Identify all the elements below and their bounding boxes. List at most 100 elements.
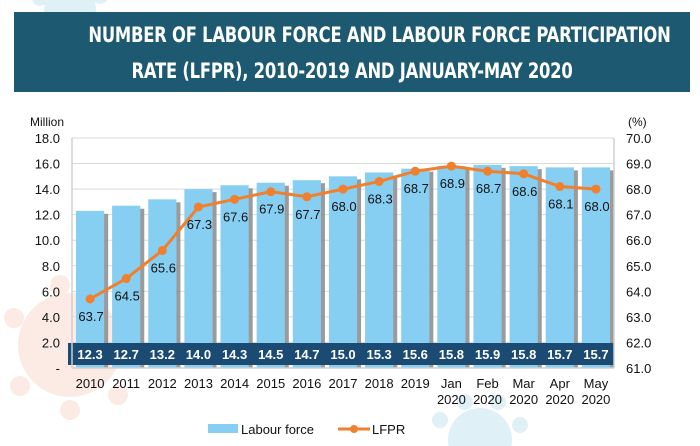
bar-value-label: 15.7 — [583, 347, 608, 362]
bar-value-label: 15.9 — [475, 347, 500, 362]
value-band-background — [68, 343, 614, 365]
y-right-tick-label: 62.0 — [626, 335, 651, 350]
y-right-tick-label: 69.0 — [626, 157, 651, 172]
bar — [473, 164, 502, 368]
bar — [581, 167, 611, 368]
bar-value-label: 14.5 — [258, 347, 283, 362]
bar-value-label: 15.0 — [330, 347, 355, 362]
x-tick-label: Feb — [476, 376, 498, 391]
line-series-lfpr: 63.7 64.5 65.6 67.3 67.6 67.9 67.7 68.0 68.3 68.7… — [78, 161, 610, 324]
y-left-tick-label: 14.0 — [35, 182, 60, 197]
title-line-2: RATE (LFPR), 2010-2019 AND JANUARY-MAY 2… — [131, 59, 573, 83]
y-left-tick-label: 8.0 — [42, 259, 60, 274]
y-axis-left-label: Million — [30, 115, 64, 129]
lfpr-marker — [591, 184, 601, 194]
y-right-tick-label: 67.0 — [626, 208, 651, 223]
bar-value-label: 14.3 — [222, 347, 247, 362]
x-tick-label: Mar — [512, 376, 535, 391]
y-left-tick-label: 16.0 — [35, 157, 60, 172]
lfpr-marker — [374, 176, 384, 186]
legend: Labour force LFPR — [208, 422, 405, 437]
x-tick-label: 2015 — [256, 376, 285, 391]
bar — [112, 205, 141, 368]
x-tick-label: 2020 — [581, 392, 610, 407]
bar-value-label: 15.6 — [403, 347, 428, 362]
y-right-tick-label: 64.0 — [626, 284, 651, 299]
y-left-tick-label: 4.0 — [42, 310, 60, 325]
bar-series-labour-force — [75, 164, 615, 368]
lfpr-marker — [85, 294, 95, 304]
lfpr-marker — [193, 202, 203, 212]
bar — [148, 199, 177, 368]
y-right-tick-label: 70.0 — [626, 131, 651, 146]
lfpr-value-label: 68.7 — [404, 181, 429, 196]
y-right-tick-label: 65.0 — [626, 259, 651, 274]
lfpr-value-label: 63.7 — [78, 309, 103, 324]
lfpr-value-label: 67.3 — [187, 217, 212, 232]
y-left-tick-label: 6.0 — [42, 284, 60, 299]
x-tick-label: 2020 — [473, 392, 502, 407]
lfpr-marker — [157, 245, 167, 255]
bar-value-label: 15.3 — [366, 347, 391, 362]
bar — [437, 166, 466, 368]
lfpr-value-label: 68.0 — [584, 199, 609, 214]
lfpr-value-label: 68.3 — [367, 191, 392, 206]
x-tick-label: May — [584, 376, 609, 391]
bar — [545, 167, 574, 368]
bar — [509, 166, 538, 368]
x-tick-label: 2016 — [292, 376, 321, 391]
x-tick-label: 2010 — [76, 376, 105, 391]
lfpr-value-label: 68.9 — [440, 176, 465, 191]
y-right-tick-label: 68.0 — [626, 182, 651, 197]
y-left-tick-label: 10.0 — [35, 233, 60, 248]
bar-value-label: 15.8 — [511, 347, 536, 362]
lfpr-marker — [410, 166, 420, 176]
bar — [328, 176, 358, 368]
legend-label-labour-force: Labour force — [241, 422, 314, 437]
x-tick-label: 2013 — [184, 376, 213, 391]
y-left-tick-label: - — [56, 361, 60, 376]
lfpr-value-label: 68.7 — [476, 181, 501, 196]
lfpr-marker — [302, 192, 312, 202]
value-band: 12.3 12.7 13.2 14.0 14.3 14.5 14.7 15.0 15.3 15.6… — [68, 343, 614, 365]
y-left-tick-label: 2.0 — [42, 335, 60, 350]
y-right-tick-label: 63.0 — [626, 310, 651, 325]
bar-value-label: 12.3 — [77, 347, 102, 362]
title-line-1: NUMBER OF LABOUR FORCE AND LABOUR FORCE … — [88, 23, 671, 47]
x-tick-label: Jan — [441, 376, 462, 391]
lfpr-marker — [266, 187, 276, 197]
legend-label-lfpr: LFPR — [372, 422, 405, 437]
bar — [401, 168, 430, 368]
lfpr-value-label: 67.6 — [223, 209, 248, 224]
bar — [365, 172, 394, 368]
x-tick-label: 2018 — [365, 376, 394, 391]
y-axis-right-label: (%) — [628, 115, 647, 129]
bar-value-label: 15.7 — [547, 347, 572, 362]
lfpr-marker — [519, 169, 529, 179]
lfpr-marker — [338, 184, 348, 194]
lfpr-value-label: 67.9 — [259, 202, 284, 217]
bar-value-label: 14.7 — [294, 347, 319, 362]
title-banner: NUMBER OF LABOUR FORCE AND LABOUR FORCE … — [14, 12, 690, 92]
x-tick-label: 2019 — [401, 376, 430, 391]
x-tick-label: 2017 — [329, 376, 358, 391]
x-tick-label: 2020 — [545, 392, 574, 407]
y-left-tick-label: 12.0 — [35, 208, 60, 223]
lfpr-marker — [230, 194, 240, 204]
lfpr-value-label: 68.1 — [548, 197, 573, 212]
lfpr-marker — [121, 274, 131, 284]
legend-swatch-lfpr-marker — [350, 425, 358, 433]
lfpr-value-label: 68.6 — [512, 184, 537, 199]
lfpr-marker — [446, 161, 456, 171]
x-tick-label: Apr — [550, 376, 571, 391]
bar-value-label: 13.2 — [150, 347, 175, 362]
lfpr-marker — [555, 182, 565, 192]
bar-value-label: 15.8 — [439, 347, 464, 362]
bar — [75, 210, 105, 368]
x-tick-label: 2012 — [148, 376, 177, 391]
bar — [184, 189, 213, 368]
x-tick-label: 2020 — [437, 392, 466, 407]
lfpr-value-label: 68.0 — [331, 199, 356, 214]
axes: - 2.0 4.0 6.0 8.0 10.0 12.0 14.0 16.0 18.0 61.0 62.… — [35, 131, 652, 407]
